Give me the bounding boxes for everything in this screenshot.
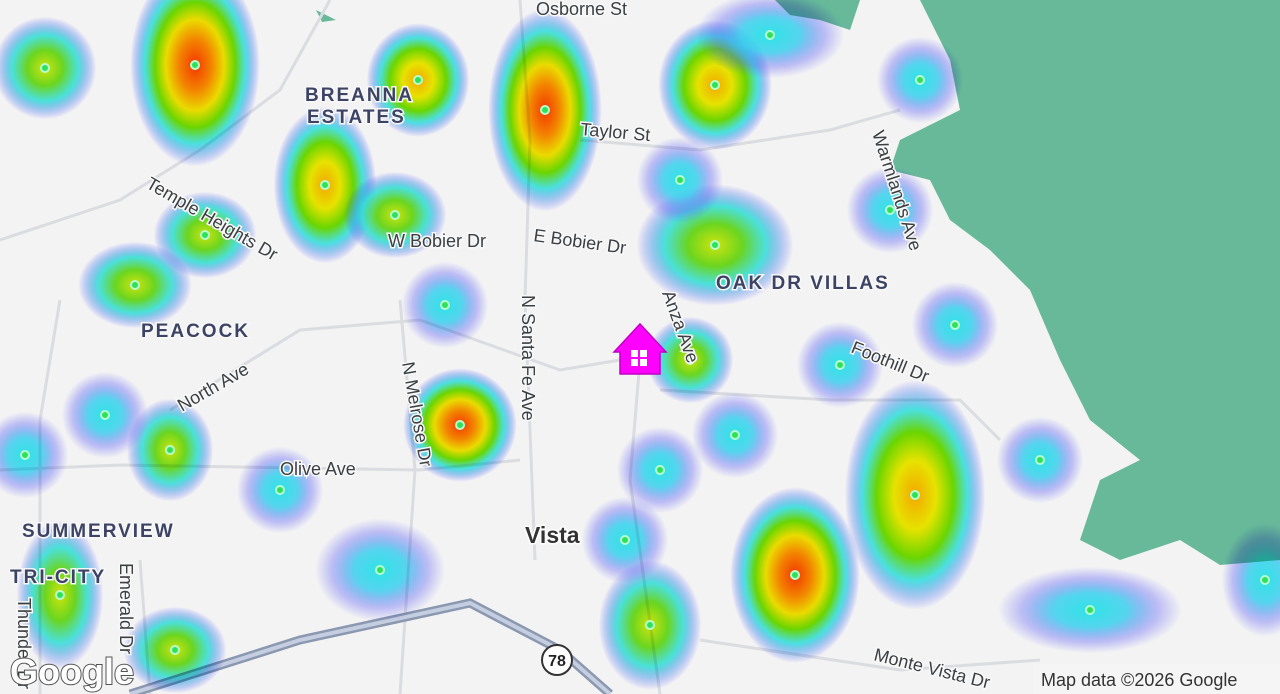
heat-point <box>885 205 895 215</box>
neighborhood-label: BREANNA <box>305 85 414 106</box>
heat-point <box>655 465 665 475</box>
heat-point <box>275 485 285 495</box>
heat-point <box>165 445 175 455</box>
street-label: Osborne St <box>536 0 627 19</box>
heat-point <box>200 230 210 240</box>
heat-point <box>645 620 655 630</box>
heat-point <box>20 450 30 460</box>
street-label: Olive Ave <box>280 459 356 479</box>
shield-label: 78 <box>548 653 566 670</box>
heat-point <box>685 355 695 365</box>
home-marker <box>612 322 668 375</box>
google-logo: Google <box>10 651 134 692</box>
heat-point <box>100 410 110 420</box>
heat-point <box>170 645 180 655</box>
heat-points <box>20 30 1270 655</box>
neighborhood-label: ESTATES <box>307 107 406 128</box>
heat-point <box>55 590 65 600</box>
heat-point <box>675 175 685 185</box>
heat-point <box>835 360 845 370</box>
heat-point <box>915 75 925 85</box>
street-label: N Santa Fe Ave <box>518 295 538 421</box>
heat-point <box>455 420 465 430</box>
heat-point <box>765 30 775 40</box>
highway <box>128 598 613 694</box>
neighborhood-label: OAK DR VILLAS <box>716 273 890 294</box>
street-label: Emerald Dr <box>116 563 136 654</box>
heat-point <box>375 565 385 575</box>
heat-point <box>710 80 720 90</box>
heat-point <box>910 490 920 500</box>
heat-point <box>40 63 50 73</box>
street-label: E Bobier Dr <box>532 225 627 258</box>
heat-point <box>440 300 450 310</box>
heat-point <box>1085 605 1095 615</box>
heat-point <box>620 535 630 545</box>
heat-point <box>1260 575 1270 585</box>
heat-point <box>730 430 740 440</box>
neighborhood-label: SUMMERVIEW <box>22 521 175 542</box>
heat-blob <box>1221 523 1280 637</box>
street-label: North Ave <box>174 359 252 416</box>
neighborhood-label: PEACOCK <box>141 321 250 342</box>
heat-point <box>130 280 140 290</box>
heat-point <box>320 180 330 190</box>
heat-point <box>413 75 423 85</box>
heat-blob <box>0 411 69 499</box>
heat-point <box>790 570 800 580</box>
attribution: Map data ©2026 Google <box>1041 670 1237 690</box>
heat-point <box>190 60 200 70</box>
heat-point <box>540 105 550 115</box>
place-label: Vista <box>525 522 580 548</box>
heat-point <box>710 240 720 250</box>
heat-point <box>390 210 400 220</box>
street-label: Thunder Dr <box>14 598 34 689</box>
attribution-bg <box>1034 664 1280 694</box>
highway-shield: 78 <box>541 644 573 676</box>
street-label: W Bobier Dr <box>388 231 486 251</box>
neighborhood-label: TRI-CITY <box>10 567 106 588</box>
heat-blob <box>130 0 260 167</box>
heat-point <box>950 320 960 330</box>
heat-point <box>1035 455 1045 465</box>
